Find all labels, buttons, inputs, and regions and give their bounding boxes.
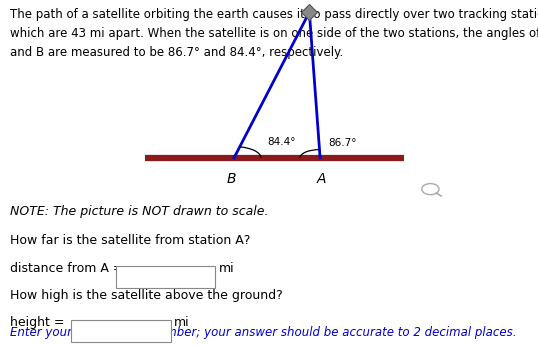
FancyBboxPatch shape — [116, 266, 215, 288]
Text: The path of a satellite orbiting the earth causes it to pass directly over two t: The path of a satellite orbiting the ear… — [10, 8, 538, 59]
Text: mi: mi — [174, 316, 189, 329]
Text: How far is the satellite from station A?: How far is the satellite from station A? — [10, 234, 250, 247]
Text: B: B — [226, 172, 236, 186]
Text: NOTE: The picture is NOT drawn to scale.: NOTE: The picture is NOT drawn to scale. — [10, 205, 268, 218]
FancyBboxPatch shape — [71, 320, 171, 342]
Text: 86.7°: 86.7° — [329, 138, 357, 148]
Text: 84.4°: 84.4° — [267, 137, 296, 147]
Text: Enter your answer as a number; your answer should be accurate to 2 decimal place: Enter your answer as a number; your answ… — [10, 327, 516, 339]
Text: distance from A =: distance from A = — [10, 262, 123, 275]
Text: mi: mi — [219, 262, 235, 275]
Text: height =: height = — [10, 316, 64, 329]
Text: A: A — [316, 172, 326, 186]
Text: How high is the satellite above the ground?: How high is the satellite above the grou… — [10, 289, 282, 302]
